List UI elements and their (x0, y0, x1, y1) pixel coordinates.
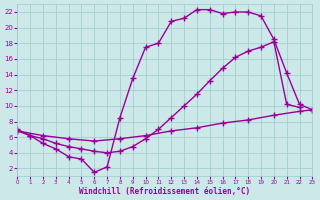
X-axis label: Windchill (Refroidissement éolien,°C): Windchill (Refroidissement éolien,°C) (79, 187, 250, 196)
